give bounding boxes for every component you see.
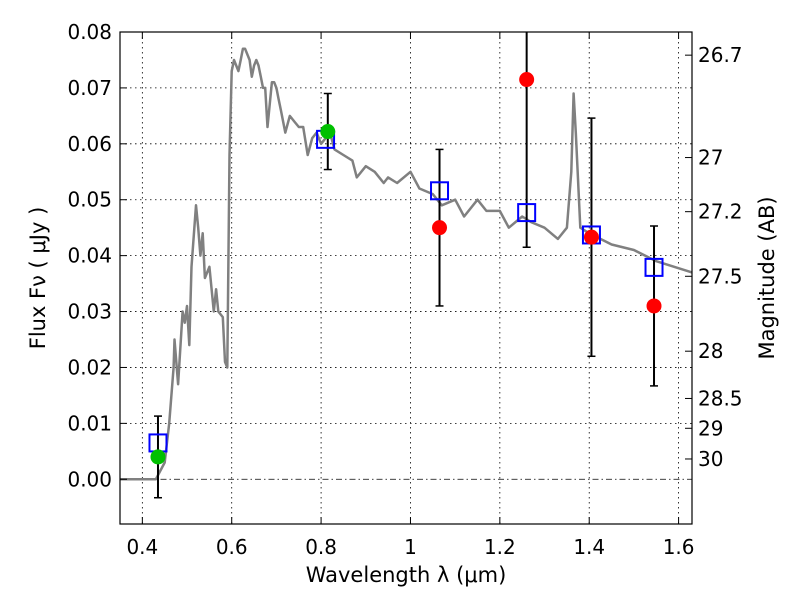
right-y-tick-label: 29 [698,416,723,440]
observed-flux-point [320,124,336,140]
y-tick-label: 0.00 [67,467,112,491]
model-photometry-square [430,181,450,201]
observed-flux-point [646,298,662,314]
x-tick-label: 0.8 [305,535,337,559]
y-tick-label: 0.08 [67,20,112,44]
observed-flux-point [519,72,535,88]
right-y-tick-label: 27.2 [698,200,743,224]
right-y-tick-label: 28 [698,339,723,363]
x-tick-label: 0.4 [126,535,158,559]
right-y-axis-label: Magnitude (AB) [755,196,779,359]
x-tick-label: 1.4 [573,535,605,559]
observed-flux-point [432,220,448,236]
y-tick-label: 0.03 [67,300,112,324]
y-tick-label: 0.06 [67,132,112,156]
observed-flux-point [150,449,166,465]
right-y-tick-label: 26.7 [698,43,743,67]
right-y-tick-label: 30 [698,447,723,471]
model-photometry-square [517,203,537,223]
plot-frame [119,31,693,525]
y-tick-label: 0.02 [67,355,112,379]
y-tick-label: 0.01 [67,411,112,435]
x-tick-label: 1.6 [663,535,695,559]
axis-ticks: 0.4 0.6 0.8 1 1.2 1.4 1.6 0.00 0.01 0.02 0.03 0.04 0… [67,20,742,559]
x-axis-label: Wavelength λ (μm) [306,563,507,587]
y-tick-label: 0.04 [67,244,112,268]
x-tick-label: 0.6 [216,535,248,559]
y-axis-label: Flux Fν ( μJy ) [26,207,50,350]
data-series [120,32,693,499]
y-tick-label: 0.07 [67,76,112,100]
observed-flux-point [583,229,599,245]
model-spectrum-line [120,47,693,481]
model-photometry-square [644,257,664,277]
y-tick-label: 0.05 [67,188,112,212]
right-y-tick-label: 28.5 [698,386,743,410]
right-y-tick-label: 27.5 [698,264,743,288]
x-tick-label: 1.2 [484,535,516,559]
right-y-tick-label: 27 [698,146,723,170]
x-tick-label: 1 [404,535,417,559]
